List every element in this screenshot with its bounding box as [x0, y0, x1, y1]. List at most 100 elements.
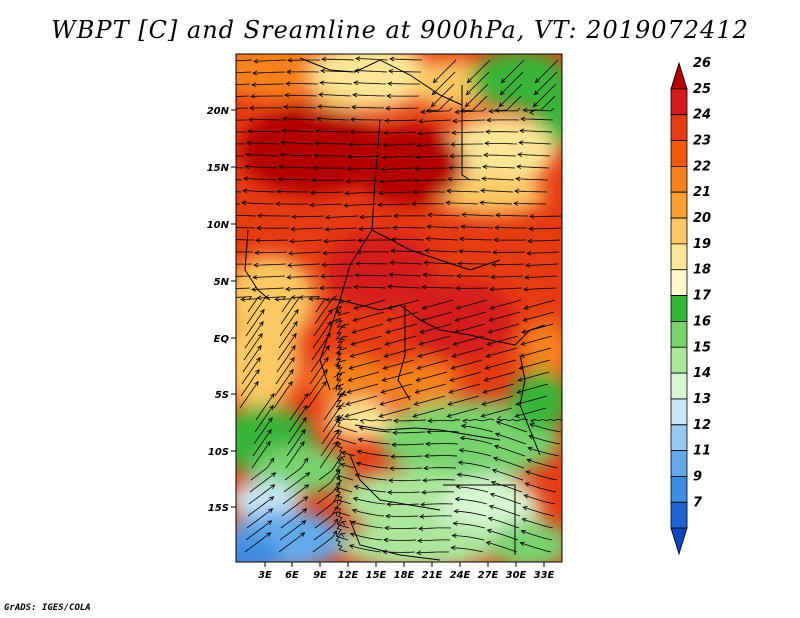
streamline-arrow [285, 81, 291, 86]
streamline [322, 58, 355, 61]
streamline [456, 299, 488, 309]
streamline-arrow [498, 102, 504, 108]
streamline-arrow [269, 404, 274, 411]
streamline-arrow [325, 344, 330, 351]
streamline-arrow [427, 418, 433, 424]
streamline [458, 250, 492, 253]
streamline [335, 350, 347, 363]
lon-tick-label: 27E [478, 570, 499, 581]
streamline [245, 154, 279, 157]
streamline [489, 287, 523, 290]
streamline-arrow [460, 224, 466, 230]
streamline [316, 481, 341, 505]
streamline [428, 419, 461, 422]
streamline-arrow [287, 263, 293, 268]
streamline [481, 407, 513, 417]
streamline [241, 202, 275, 205]
streamline-arrow [291, 214, 297, 220]
streamline-arrow [487, 516, 493, 522]
lon-tick-label: 21E [422, 570, 443, 581]
colorbar-label: 21 [693, 185, 711, 200]
streamline-arrow [359, 419, 366, 424]
streamline [525, 482, 557, 493]
colorbar-label: 14 [693, 366, 711, 381]
streamline-arrow [422, 477, 428, 483]
streamline-arrow [421, 489, 427, 495]
streamline-arrow [457, 460, 463, 465]
streamline-arrow [519, 541, 525, 547]
streamline-arrow [424, 248, 430, 253]
streamline [525, 263, 559, 266]
streamline-arrow [298, 295, 304, 300]
streamline [383, 131, 417, 134]
streamline-arrow [482, 389, 488, 394]
streamline-arrow [302, 416, 307, 423]
streamline-arrow [319, 80, 325, 86]
streamline [389, 58, 423, 61]
streamline [285, 94, 318, 97]
streamline-arrow [256, 225, 262, 231]
streamline [236, 119, 247, 121]
streamline-arrow [426, 224, 432, 230]
streamline-arrow [323, 368, 328, 375]
streamline-arrow [355, 261, 361, 266]
streamline [353, 311, 385, 321]
streamline [246, 508, 273, 529]
streamline [251, 83, 284, 86]
streamline-arrow [516, 164, 522, 170]
streamline-arrow [459, 236, 465, 242]
streamline-arrow [266, 532, 272, 537]
streamline [253, 263, 287, 266]
streamline [283, 106, 317, 109]
streamline [285, 287, 319, 290]
streamline [452, 535, 485, 541]
streamline [239, 381, 259, 409]
streamline-arrow [286, 274, 292, 280]
streamline-arrow [492, 250, 498, 255]
streamline-arrow [461, 212, 467, 217]
streamline-arrow [483, 377, 489, 382]
streamline [290, 227, 324, 230]
streamline-arrow [221, 250, 225, 254]
streamline [350, 347, 382, 357]
streamline-arrow [533, 90, 539, 96]
streamline-arrow [332, 530, 338, 536]
streamline-arrow [348, 142, 354, 147]
streamline-arrow [390, 248, 396, 254]
streamline-arrow [356, 249, 362, 255]
streamline-arrow [290, 294, 296, 300]
streamline-arrow [332, 295, 338, 300]
streamline [236, 296, 253, 301]
streamline [479, 202, 513, 205]
streamline-arrow [352, 317, 358, 322]
streamline-arrow [335, 428, 340, 435]
streamline [490, 275, 524, 278]
streamline-arrow [301, 428, 306, 435]
streamline-arrow [346, 389, 352, 394]
streamline-arrow [493, 444, 500, 450]
streamline-arrow [414, 389, 420, 394]
streamline [352, 509, 385, 517]
streamline-arrow [324, 356, 329, 363]
streamline-arrow [324, 227, 330, 232]
colorbar-segment [670, 165, 688, 193]
streamline-arrow [340, 323, 347, 329]
streamline-arrow [447, 176, 453, 182]
streamline [244, 532, 271, 553]
streamline-arrow [481, 401, 487, 406]
streamline [462, 418, 495, 422]
streamline-arrow [454, 317, 460, 322]
streamline [418, 527, 452, 530]
streamline [245, 309, 265, 337]
streamline-arrow [276, 189, 282, 194]
streamline [240, 369, 260, 397]
streamline-arrow [520, 116, 526, 122]
streamline-arrow [454, 109, 460, 115]
streamline [355, 474, 388, 481]
streamline [459, 449, 492, 457]
streamline [494, 227, 527, 229]
streamline [359, 426, 392, 433]
streamline [417, 131, 451, 134]
streamline-arrow [347, 377, 353, 382]
streamline-arrow [496, 415, 502, 421]
